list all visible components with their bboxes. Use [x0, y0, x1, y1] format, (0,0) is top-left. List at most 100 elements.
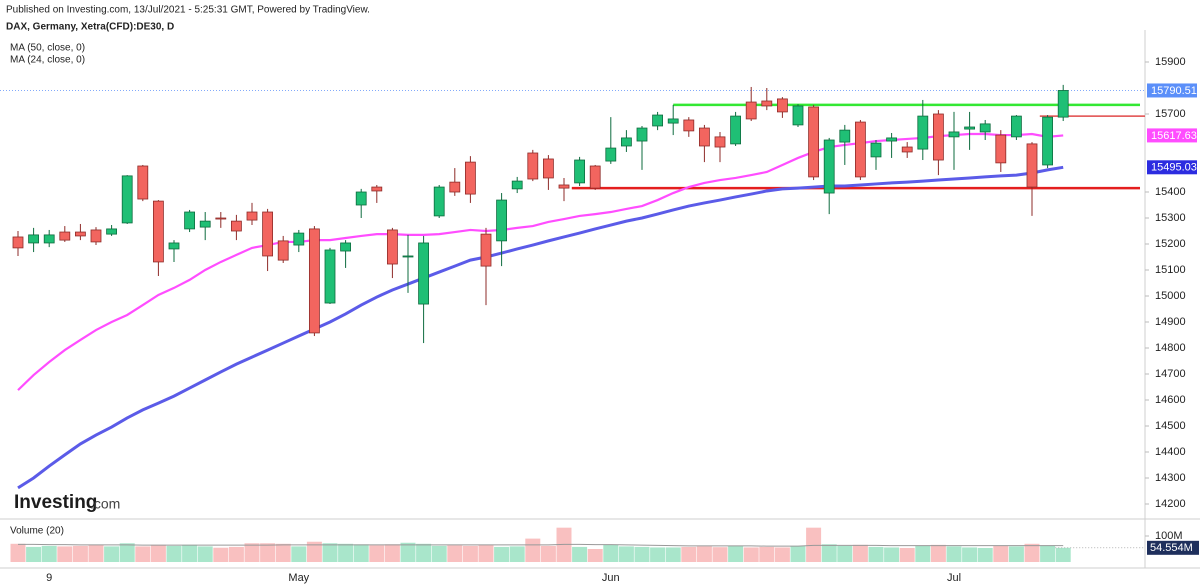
volume-bar [525, 538, 541, 562]
candle-body [948, 131, 960, 138]
candle-body [699, 127, 710, 147]
candle-body [652, 114, 663, 127]
volume-bar [1008, 546, 1024, 562]
chart-title: DAX, Germany, Xetra(CFD):DE30, D [6, 22, 174, 33]
candle-body [777, 98, 788, 113]
volume-bar [369, 545, 385, 562]
candle-body [402, 255, 414, 258]
volume-bar [416, 543, 432, 562]
candle-body [745, 101, 757, 120]
volume-bar [993, 545, 1009, 562]
candle-body [215, 217, 227, 220]
candle-body [59, 231, 71, 241]
volume-bar [197, 546, 213, 562]
candle-body [714, 136, 726, 148]
candle-body [43, 234, 55, 244]
volume-bar [540, 545, 556, 562]
volume-bar [57, 546, 73, 562]
candle-body [308, 228, 320, 334]
volume-bar [587, 549, 603, 562]
x-tick-label: Jul [947, 572, 961, 584]
candle-body [621, 137, 632, 147]
candle-body [855, 121, 866, 178]
volume-bar [868, 546, 884, 562]
y-tick-label: 14700 [1155, 368, 1186, 380]
y-tick-label: 15000 [1155, 290, 1186, 302]
candle-body [1026, 143, 1038, 188]
volume-bar [291, 546, 307, 562]
candle-body [1011, 115, 1022, 138]
candle-body [75, 231, 86, 237]
y-tick-label: 15300 [1155, 212, 1186, 224]
candle-body [433, 186, 445, 217]
y-tick-label: 14800 [1155, 342, 1186, 354]
candle-body [901, 146, 913, 153]
volume-bar [821, 544, 837, 562]
legend-label: MA (24, close, 0) [10, 55, 85, 66]
volume-last-box [1147, 540, 1199, 555]
candle-body [418, 242, 430, 305]
candle-body [262, 211, 274, 257]
y-tick-label: 15400 [1155, 186, 1186, 198]
candle-body [636, 127, 648, 142]
logo: Investing [14, 492, 97, 513]
volume-bar [135, 546, 151, 562]
candle-body [574, 159, 585, 184]
header: Published on Investing.com, 13/Jul/2021 … [6, 5, 370, 16]
volume-bar [728, 545, 744, 562]
volume-bar [260, 543, 276, 562]
volume-bar [88, 544, 104, 562]
volume-bar [306, 541, 322, 562]
candle-body [324, 249, 336, 304]
volume-bar [26, 546, 42, 562]
volume-bar [462, 545, 478, 562]
candle-body [230, 220, 242, 232]
candle-body [480, 233, 492, 267]
volume-bar [275, 543, 291, 562]
candle-body [184, 211, 196, 230]
candle-body [511, 180, 523, 190]
volume-bar [322, 543, 338, 562]
candle-body [792, 105, 804, 126]
candle-body [558, 184, 570, 189]
volume-bar [665, 547, 681, 562]
volume-bar [930, 544, 946, 562]
volume-bar [681, 546, 697, 562]
candle-body [496, 199, 508, 242]
candle-body [106, 228, 117, 235]
candle-body [527, 152, 539, 180]
candle-body [371, 186, 383, 192]
volume-bar [572, 546, 588, 562]
volume-bar [338, 543, 354, 562]
volume-bar [104, 546, 120, 562]
volume-bar [650, 547, 666, 562]
volume-bar [556, 527, 572, 562]
candle-body [340, 242, 352, 252]
last-price-box [1147, 83, 1197, 98]
volume-bar [743, 547, 759, 562]
candle-body [667, 118, 679, 124]
y-tick-label: 15100 [1155, 264, 1186, 276]
volume-bar [1024, 543, 1040, 562]
volume-last-label: 54.554M [1150, 542, 1193, 554]
candle-body [886, 137, 897, 142]
volume-bar [759, 546, 775, 562]
legend-label: MA (50, close, 0) [10, 43, 85, 54]
volume-bar [447, 545, 463, 562]
candle-body [589, 165, 601, 189]
candle-body [90, 229, 102, 243]
candle-body [449, 181, 461, 193]
moving-average [17, 165, 1064, 490]
volume-bar [884, 547, 900, 562]
volume-bar [852, 544, 868, 562]
candle-body [1042, 116, 1053, 166]
volume-bar [837, 545, 853, 562]
volume-bar [384, 544, 400, 562]
candle-body [121, 175, 133, 224]
volume-bar [41, 545, 57, 562]
volume-bar [228, 546, 244, 562]
volume-bar [634, 546, 650, 562]
candle-body [917, 115, 929, 150]
y-tick-label: 14200 [1155, 498, 1186, 510]
